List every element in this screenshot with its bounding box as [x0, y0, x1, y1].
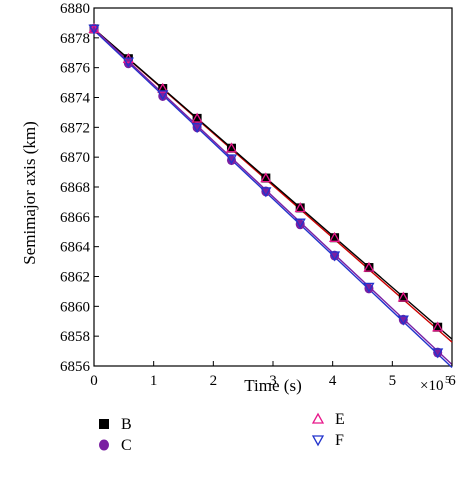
x-tick-label: 4 [329, 373, 337, 389]
circle-marker [226, 155, 236, 166]
y-tick-label: 6868 [60, 180, 90, 196]
triangle-down-marker [88, 24, 100, 35]
triangle-up-marker [294, 202, 306, 213]
data-markers [88, 23, 444, 359]
triangle-up-marker [157, 82, 169, 93]
y-tick-label: 6880 [60, 1, 90, 17]
y-tick-label: 6864 [60, 240, 91, 256]
triangle-down-marker [260, 187, 272, 198]
fit-line [93, 28, 453, 366]
circle-marker [330, 250, 340, 261]
x-tick-label: 2 [210, 373, 218, 389]
triangle-down-marker [311, 435, 325, 447]
x-tick-label: 6 [448, 373, 456, 389]
x-axis-multiplier: ×10 5 [420, 374, 451, 394]
circle-marker [89, 23, 99, 34]
triangle-down-marker [157, 90, 169, 101]
y-tick-label: 6872 [60, 120, 90, 136]
square-marker [433, 322, 443, 332]
series-C [89, 23, 443, 358]
y-tick-label: 6862 [60, 270, 90, 286]
circle-marker [158, 91, 168, 102]
triangle-up-marker [260, 172, 272, 183]
triangle-down-marker [432, 348, 444, 359]
square-marker [261, 173, 271, 183]
x-axis-multiplier-base: ×10 [420, 378, 443, 394]
y-tick-label: 6860 [60, 299, 90, 315]
x-tick-label: 1 [150, 373, 158, 389]
triangle-up-marker [363, 261, 375, 272]
fit-line [93, 28, 453, 340]
y-tick-label: 6856 [60, 359, 91, 375]
triangle-up-marker [432, 321, 444, 332]
legend-label: E [335, 411, 345, 428]
square-marker [226, 143, 236, 153]
square-marker [192, 113, 202, 123]
circle-marker [261, 186, 271, 197]
triangle-down-marker [363, 282, 375, 293]
y-tick-label: 6866 [60, 210, 91, 226]
y-tick-label: 6858 [60, 329, 90, 345]
series-F [88, 24, 444, 359]
x-tick-label: 3 [269, 373, 277, 389]
y-axis-ticks: 6856 6858 6860 6862 6864 6866 6868 6870 6872 6874… [60, 1, 99, 375]
legend-item-B: B [99, 416, 132, 433]
circle-marker [398, 314, 408, 325]
triangle-down-marker [328, 251, 341, 262]
y-axis-title: Semimajor axis (km) [20, 121, 39, 265]
fit-line [93, 29, 453, 369]
legend-item-C: C [99, 437, 132, 454]
triangle-down-marker [122, 57, 134, 68]
y-tick-label: 6876 [60, 61, 91, 77]
circle-marker [295, 219, 305, 230]
triangle-down-marker [294, 218, 306, 229]
square-marker [398, 292, 408, 302]
y-tick-label: 6874 [60, 91, 91, 107]
legend-item-F: F [311, 432, 344, 449]
x-axis-multiplier-exponent: 5 [445, 374, 451, 386]
circle-marker [123, 58, 133, 69]
legend-label: B [121, 416, 132, 433]
fit-lines [93, 28, 453, 369]
triangle-down-marker [191, 123, 203, 134]
square-marker [295, 203, 305, 213]
triangle-up-marker [191, 112, 203, 123]
y-tick-label: 6878 [60, 31, 90, 47]
square-marker [364, 263, 374, 273]
triangle-up-marker [397, 291, 409, 302]
legend-label: C [121, 437, 132, 454]
x-tick-label: 5 [389, 373, 397, 389]
legend-item-E: E [311, 411, 345, 428]
triangle-down-marker [225, 154, 238, 165]
triangle-up-marker [328, 231, 341, 242]
triangle-down-marker [397, 315, 409, 326]
y-tick-label: 6870 [60, 150, 90, 166]
legend-label: F [335, 432, 344, 449]
circle-marker [433, 347, 443, 358]
plot-border [93, 7, 453, 367]
plot-frame [93, 7, 453, 367]
square-marker [330, 233, 340, 243]
square-marker [158, 84, 168, 94]
triangle-up-marker [225, 142, 238, 153]
circle-marker [99, 439, 109, 451]
triangle-up-marker [311, 412, 325, 424]
x-axis-title: Time (s) [244, 376, 301, 395]
square-marker [99, 419, 109, 429]
x-tick-label: 0 [90, 373, 98, 389]
circle-marker [364, 283, 374, 294]
circle-marker [192, 122, 202, 133]
legend: BC EF [99, 411, 345, 454]
